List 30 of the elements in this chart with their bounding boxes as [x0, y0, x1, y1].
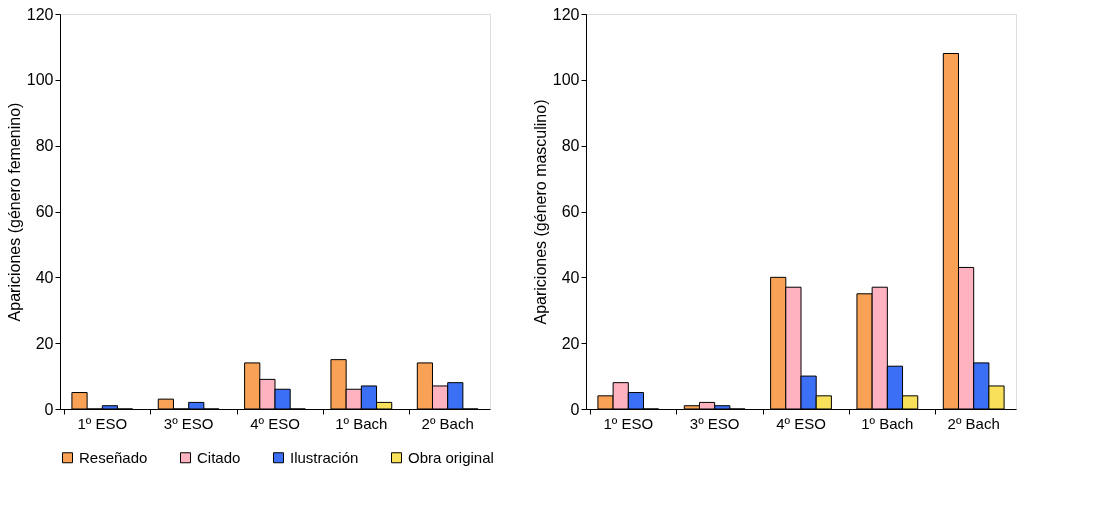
y-tick-label: 40 [35, 268, 54, 286]
y-tick-label: 20 [35, 334, 54, 352]
x-tick-label: 1º Bach [861, 414, 914, 432]
y-tick-label: 0 [44, 400, 54, 418]
x-tick-label: 1º ESO [603, 414, 654, 432]
legend-label: Reseñado [79, 448, 148, 466]
y-tick-label: 120 [26, 5, 54, 23]
x-tick-label: 3º ESO [163, 414, 214, 432]
x-tick-label: 2º Bach [947, 414, 1000, 432]
y-tick-label: 80 [35, 137, 54, 155]
y-tick-label: 40 [561, 268, 580, 286]
y-tick-label: 120 [552, 5, 580, 23]
y-tick-label: 100 [552, 71, 580, 89]
legend-label: Citado [197, 448, 241, 466]
x-tick-label: 1º ESO [77, 414, 128, 432]
legend-label: Ilustración [290, 448, 359, 466]
y-tick-label: 20 [561, 334, 580, 352]
x-tick-label: 1º Bach [335, 414, 388, 432]
y-tick-label: 60 [35, 203, 54, 220]
y-tick-label: 80 [561, 137, 580, 155]
legend-label: Obra original [408, 448, 494, 466]
x-tick-label: 4º ESO [776, 414, 826, 432]
x-tick-label: 2º Bach [421, 414, 474, 432]
y-tick-label: 100 [26, 71, 54, 89]
y-tick-label: 60 [561, 203, 580, 220]
y-axis-title: Apariciones (género femenino) [5, 102, 23, 322]
y-axis-title: Apariciones (género masculino) [531, 99, 549, 325]
x-tick-label: 3º ESO [689, 414, 740, 432]
y-tick-label: 0 [570, 400, 580, 418]
x-tick-label: 4º ESO [250, 414, 300, 432]
